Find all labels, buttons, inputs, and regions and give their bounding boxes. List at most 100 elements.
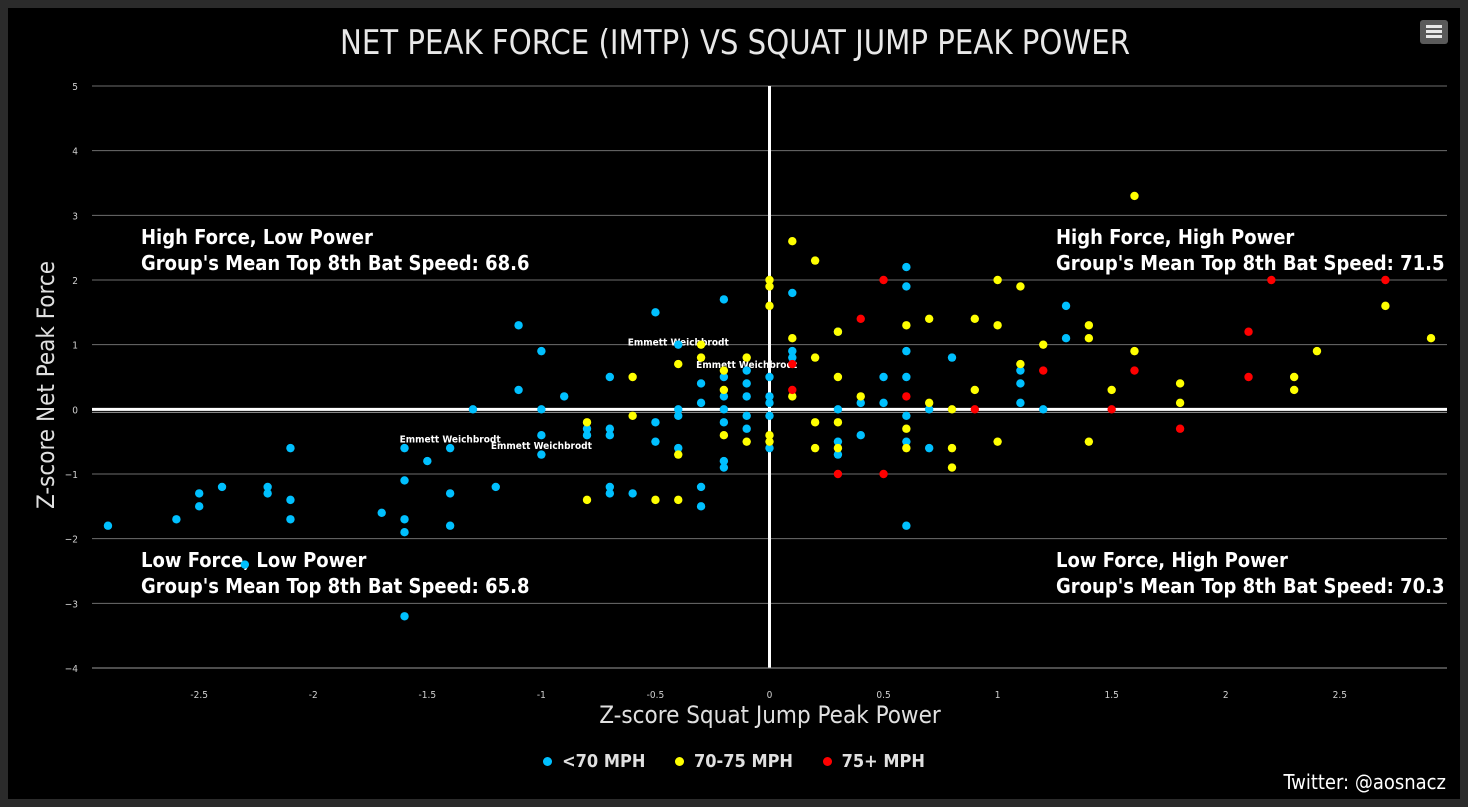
scatter-point-series-1 — [810, 418, 820, 427]
annotation-label: Emmett Weichbrodt — [696, 360, 798, 371]
scatter-point-series-0 — [719, 405, 729, 414]
scatter-point-series-1 — [765, 437, 774, 446]
scatter-point-series-0 — [400, 528, 409, 537]
scatter-point-series-1 — [788, 237, 797, 246]
scatter-point-series-0 — [514, 321, 523, 330]
scatter-point-series-1 — [947, 443, 957, 453]
scatter-point-series-0 — [788, 346, 797, 356]
scatter-point-series-0 — [263, 482, 272, 492]
quadrant-title-top-left: High Force, Low Power — [141, 225, 373, 249]
legend-item-lt70[interactable]: <70 MPH — [543, 751, 645, 772]
scatter-point-series-0 — [765, 443, 774, 453]
scatter-point-series-1 — [993, 321, 1002, 330]
scatter-chart: NET PEAK FORCE (IMTP) VS SQUAT JUMP PEAK… — [32, 23, 1447, 729]
quadrant-title-bottom-left: Low Force, Low Power — [141, 548, 366, 572]
scatter-point-series-0 — [902, 437, 911, 446]
scatter-point-series-0 — [742, 411, 751, 420]
scatter-point-series-2 — [902, 392, 911, 401]
x-tick-label: 2.5 — [1333, 690, 1347, 701]
y-tick-label: −3 — [65, 599, 78, 610]
scatter-point-series-0 — [582, 431, 592, 440]
scatter-point-series-0 — [719, 372, 729, 382]
scatter-point-series-0 — [742, 366, 751, 375]
scatter-point-series-0 — [537, 405, 546, 414]
scatter-point-series-0 — [833, 405, 843, 414]
scatter-point-series-0 — [833, 437, 843, 446]
y-tick-label: 2 — [72, 276, 78, 287]
scatter-point-series-2 — [1244, 327, 1253, 336]
x-tick-label: 1 — [995, 690, 1001, 701]
scatter-point-series-0 — [514, 385, 523, 395]
scatter-point-series-2 — [879, 469, 888, 479]
x-tick-label: 0 — [767, 690, 773, 701]
scatter-point-series-2 — [1244, 372, 1253, 382]
scatter-point-series-1 — [696, 340, 706, 349]
scatter-point-series-0 — [605, 489, 615, 498]
scatter-point-series-1 — [582, 418, 592, 427]
quadrant-subtitle-top-right: Group's Mean Top 8th Bat Speed: 71.5 — [1056, 251, 1445, 275]
scatter-point-series-1 — [674, 450, 683, 459]
legend-item-70-75[interactable]: 70-75 MPH — [675, 751, 793, 772]
scatter-point-series-1 — [1289, 385, 1299, 395]
scatter-point-series-0 — [651, 418, 660, 427]
x-tick-label: -2.5 — [190, 690, 208, 701]
scatter-point-series-1 — [651, 495, 660, 505]
scatter-point-series-1 — [1175, 379, 1185, 388]
y-tick-label: 3 — [72, 211, 78, 222]
scatter-point-series-0 — [582, 424, 592, 433]
scatter-point-series-2 — [1130, 366, 1139, 375]
y-tick-label: −4 — [65, 664, 79, 675]
scatter-point-series-1 — [993, 275, 1002, 285]
legend-item-75plus[interactable]: 75+ MPH — [822, 751, 925, 772]
y-tick-label: 1 — [72, 341, 78, 352]
scatter-point-series-0 — [1016, 398, 1025, 408]
scatter-point-series-1 — [810, 443, 820, 453]
scatter-point-series-0 — [103, 521, 113, 530]
scatter-point-series-0 — [537, 346, 546, 356]
legend-dot-75plus — [822, 757, 832, 766]
scatter-point-series-1 — [582, 495, 592, 505]
chart-title: NET PEAK FORCE (IMTP) VS SQUAT JUMP PEAK… — [340, 23, 1130, 63]
scatter-point-series-0 — [902, 346, 911, 356]
x-tick-label: 2 — [1223, 690, 1229, 701]
scatter-point-series-0 — [674, 443, 683, 453]
scatter-point-series-0 — [833, 450, 843, 459]
chart-menu-button[interactable] — [1420, 20, 1448, 44]
scatter-point-series-0 — [537, 450, 546, 459]
scatter-point-series-0 — [172, 515, 181, 524]
hamburger-menu-icon-bar — [1426, 35, 1442, 38]
scatter-point-series-1 — [924, 314, 934, 323]
scatter-point-series-0 — [696, 502, 706, 511]
scatter-point-series-1 — [765, 282, 774, 291]
scatter-point-series-1 — [810, 256, 820, 265]
scatter-point-series-1 — [1130, 346, 1139, 356]
twitter-credit[interactable]: Twitter: @aosnacz — [1283, 770, 1446, 794]
axes: 5 4 3 2 1 0 −1 −2 −3 −4 -2.5 -2 -1.5 -1 -0.5 0 0.5 1 1.5 2 2… — [65, 82, 1447, 701]
quadrant-subtitle-top-left: Group's Mean Top 8th Bat Speed: 68.6 — [141, 251, 530, 275]
scatter-point-series-0 — [286, 515, 295, 524]
scatter-point-series-1 — [674, 359, 683, 369]
scatter-point-series-2 — [970, 405, 980, 414]
scatter-point-series-2 — [879, 275, 888, 285]
scatter-point-series-1 — [947, 463, 957, 472]
scatter-point-series-0 — [947, 353, 957, 362]
scatter-point-series-1 — [719, 385, 729, 395]
scatter-point-series-0 — [742, 379, 751, 388]
scatter-point-series-0 — [423, 456, 432, 466]
scatter-point-series-0 — [902, 411, 911, 420]
scatter-point-series-0 — [605, 424, 615, 433]
scatter-point-series-1 — [1107, 385, 1116, 395]
scatter-point-series-1 — [902, 321, 911, 330]
legend-dot-70-75 — [675, 757, 685, 766]
scatter-point-series-0 — [605, 372, 615, 382]
scatter-point-series-0 — [788, 288, 797, 298]
scatter-point-series-0 — [651, 308, 660, 317]
scatter-point-series-0 — [445, 443, 455, 453]
scatter-point-series-0 — [445, 489, 455, 498]
data-points — [103, 191, 1436, 621]
scatter-point-series-0 — [1061, 334, 1071, 343]
scatter-point-series-0 — [286, 443, 295, 453]
scatter-point-series-2 — [1175, 424, 1185, 433]
scatter-point-series-0 — [696, 398, 706, 408]
quadrant-title-top-right: High Force, High Power — [1056, 225, 1294, 249]
